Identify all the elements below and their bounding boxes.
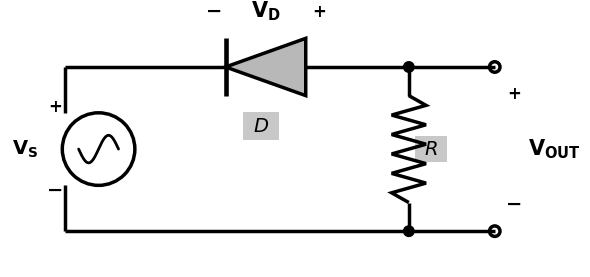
Text: $\mathbf{V_D}$: $\mathbf{V_D}$ [251,0,280,24]
Text: $\mathbf{V_S}$: $\mathbf{V_S}$ [12,138,38,160]
Text: $\it{R}$: $\it{R}$ [424,140,438,158]
Text: +: + [49,98,63,116]
Polygon shape [225,38,306,96]
Text: $\it{D}$: $\it{D}$ [253,117,269,136]
Text: −: − [206,2,222,21]
Text: −: − [47,181,64,200]
Circle shape [404,62,414,72]
Text: $\mathbf{V_{OUT}}$: $\mathbf{V_{OUT}}$ [527,137,580,161]
Text: −: − [506,195,522,214]
Circle shape [404,226,414,237]
FancyBboxPatch shape [242,112,279,140]
FancyBboxPatch shape [415,136,447,162]
Text: +: + [507,85,521,103]
Text: +: + [312,2,326,20]
